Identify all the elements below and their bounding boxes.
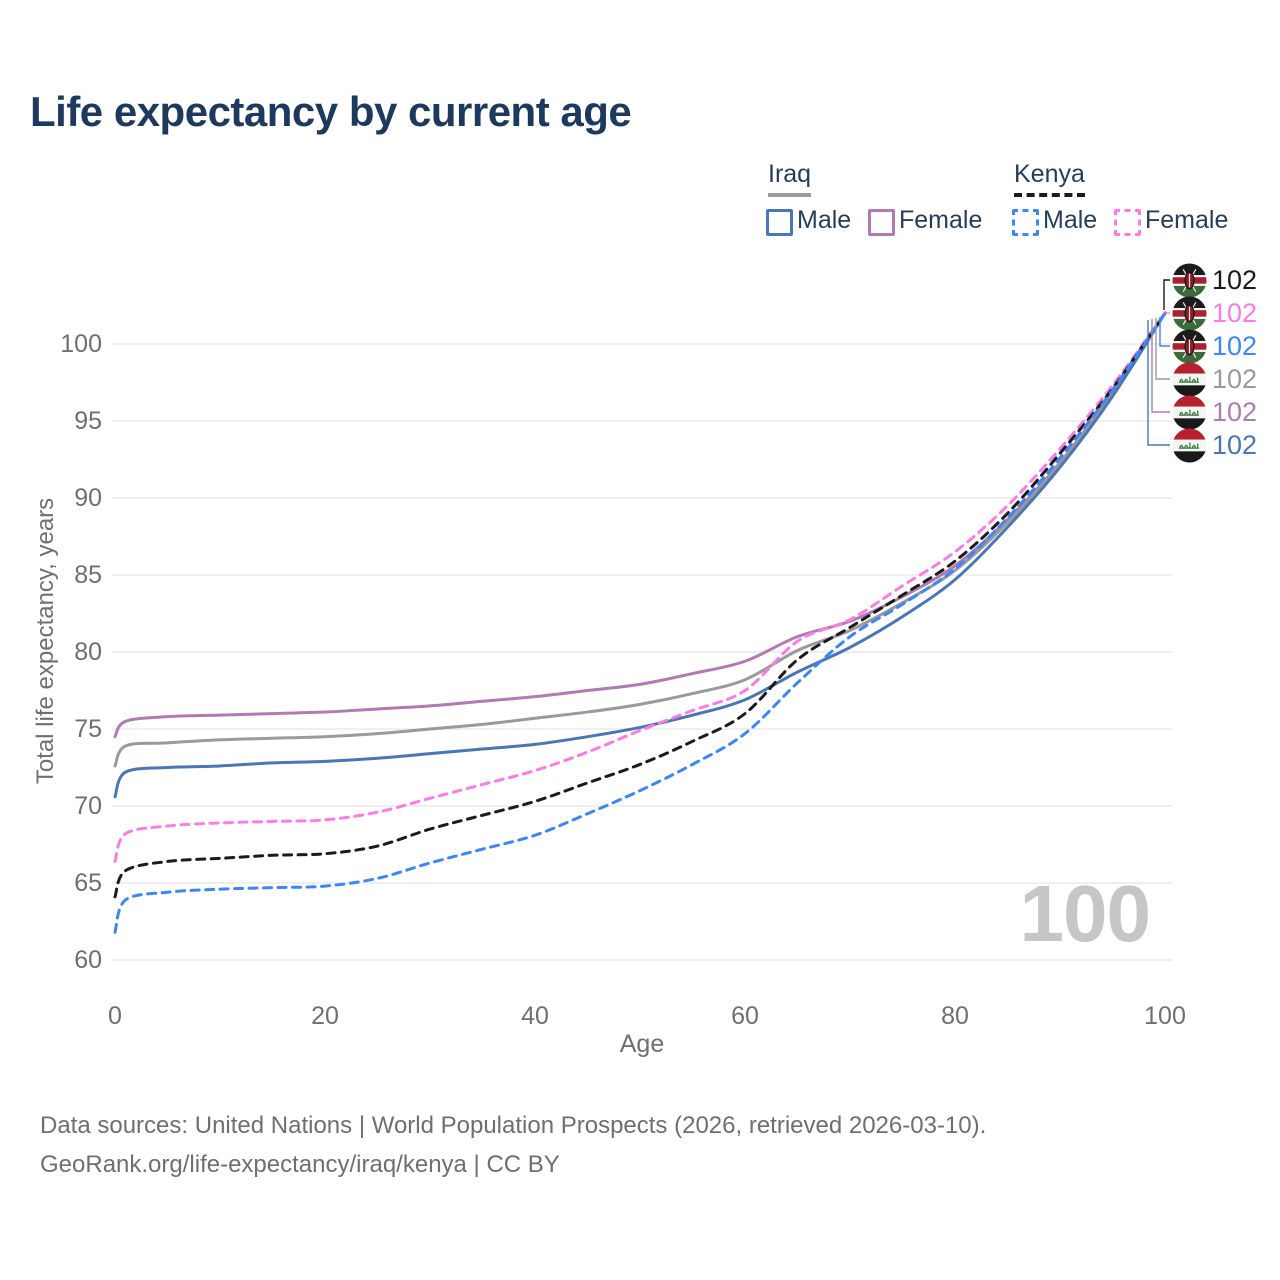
legend-group-iraq: Iraq [768, 160, 812, 197]
legend-swatch-kenya-male[interactable] [1012, 209, 1039, 236]
series-line-iraq-male [113, 311, 1167, 799]
series-line-kenya-female [113, 311, 1167, 863]
iraq-flag-icon [1172, 427, 1207, 463]
end-label-row: 102 [1172, 361, 1257, 397]
legend-item-iraq-male[interactable]: Male [797, 206, 852, 234]
end-label-row: 102 [1172, 394, 1257, 430]
legend-item-iraq-female[interactable]: Female [899, 206, 983, 234]
end-label-value: 102 [1212, 397, 1258, 427]
y-tick-label: 100 [60, 330, 102, 358]
legend-item-kenya-female[interactable]: Female [1145, 206, 1229, 234]
end-label-row: 102 [1172, 328, 1257, 364]
x-tick-label: 60 [731, 1002, 759, 1030]
y-tick-label: 60 [74, 946, 102, 974]
series-line-iraq-female [113, 311, 1167, 739]
legend-swatch-kenya-female[interactable] [1114, 209, 1141, 236]
y-tick-label: 90 [74, 484, 102, 512]
kenya-flag-icon [1172, 328, 1207, 364]
footer: Data sources: United Nations | World Pop… [40, 1106, 986, 1184]
end-label-connector [1147, 320, 1170, 446]
x-tick-label: 40 [521, 1002, 549, 1030]
y-tick-label: 75 [74, 715, 102, 743]
end-label-row: 102 [1172, 427, 1257, 463]
iraq-flag-icon [1172, 361, 1207, 397]
end-label-value: 102 [1212, 331, 1258, 361]
end-label-value: 102 [1212, 265, 1258, 295]
end-label-connector [1159, 317, 1170, 347]
y-tick-label: 65 [74, 869, 102, 897]
page-title: Life expectancy by current age [30, 88, 632, 135]
age-indicator-watermark: 100 [1019, 869, 1151, 958]
y-tick-label: 70 [74, 792, 102, 820]
y-tick-label: 95 [74, 407, 102, 435]
end-label-value: 102 [1212, 298, 1258, 328]
iraq-flag-icon [1172, 394, 1207, 430]
footer-source-line: Data sources: United Nations | World Pop… [40, 1112, 987, 1139]
series-line-kenya-total [113, 311, 1167, 899]
x-axis-title: Age [619, 1030, 665, 1058]
end-label-row: 102 [1172, 262, 1257, 298]
end-label-row: 102 [1172, 295, 1257, 331]
kenya-flag-icon [1172, 295, 1207, 331]
legend-group-kenya: Kenya [1014, 160, 1085, 197]
legend-group-kenya-label: Kenya [1014, 160, 1085, 188]
end-label-connector [1163, 279, 1170, 310]
footer-link-line: GeoRank.org/life-expectancy/iraq/kenya |… [40, 1151, 560, 1178]
x-tick-label: 20 [311, 1002, 339, 1030]
x-tick-label: 0 [108, 1002, 122, 1030]
legend-swatch-iraq-female[interactable] [868, 209, 895, 236]
legend-group-iraq-label: Iraq [768, 160, 812, 188]
legend-item-kenya-male[interactable]: Male [1043, 206, 1098, 234]
series-line-kenya-male [113, 311, 1167, 934]
y-tick-label: 85 [74, 561, 102, 589]
end-label-value: 102 [1212, 430, 1258, 460]
legend-swatch-iraq-male[interactable] [766, 209, 793, 236]
series-line-iraq-total [113, 311, 1167, 768]
end-label-connector [1151, 319, 1170, 413]
y-tick-label: 80 [74, 638, 102, 666]
x-tick-label: 80 [941, 1002, 969, 1030]
end-label-connector [1155, 318, 1170, 380]
end-label-value: 102 [1212, 364, 1258, 394]
x-tick-label: 100 [1144, 1002, 1186, 1030]
kenya-flag-icon [1172, 262, 1207, 298]
